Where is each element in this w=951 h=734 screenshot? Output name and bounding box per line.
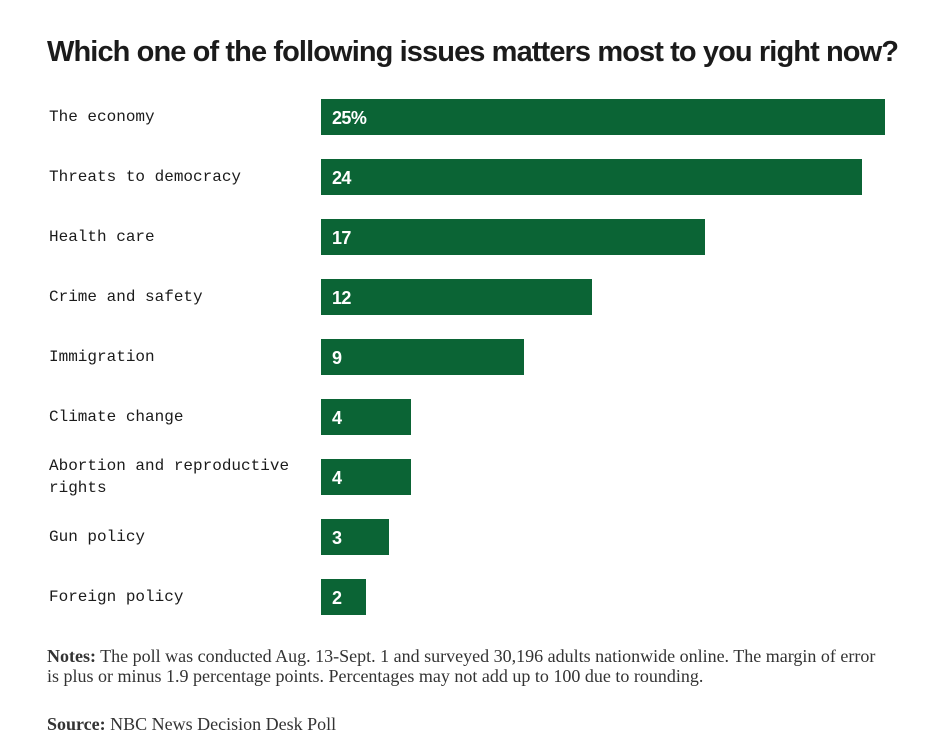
category-label: Threats to democracy (49, 168, 242, 186)
category-label: Gun policy (49, 528, 146, 546)
chart-notes: Notes: The poll was conducted Aug. 13-Se… (47, 646, 877, 686)
bar-value-label: 9 (332, 348, 342, 368)
category-label: The economy (49, 108, 155, 126)
chart-title: Which one of the following issues matter… (47, 36, 899, 68)
bar-value-label: 25% (332, 108, 367, 128)
bar-value-label: 4 (332, 468, 342, 488)
category-label: Climate change (49, 408, 184, 426)
category-label: Foreign policy (49, 588, 184, 606)
category-label: Abortion and reproductive rights (49, 457, 290, 497)
notes-label: Notes: (47, 646, 96, 666)
bar: 2 (321, 579, 366, 615)
bar: 4 (321, 399, 411, 435)
category-label: Immigration (49, 348, 155, 366)
bar: 17 (321, 219, 705, 255)
bar-value-label: 12 (332, 288, 351, 308)
bar-value-label: 17 (332, 228, 351, 248)
bar: 4 (321, 459, 411, 495)
bar: 12 (321, 279, 592, 315)
category-label: Crime and safety (49, 288, 203, 306)
bar: 25% (321, 99, 885, 135)
category-label: Health care (49, 228, 155, 246)
bar: 3 (321, 519, 389, 555)
source-label: Source: (47, 714, 106, 734)
bar-value-label: 3 (332, 528, 342, 548)
bar-value-label: 4 (332, 408, 342, 428)
bar-value-label: 24 (332, 168, 351, 188)
bar: 9 (321, 339, 524, 375)
notes-text: The poll was conducted Aug. 13-Sept. 1 a… (47, 646, 876, 686)
bar: 24 (321, 159, 862, 195)
bar-value-label: 2 (332, 588, 342, 608)
source-text: NBC News Decision Desk Poll (110, 714, 337, 734)
chart-source: Source: NBC News Decision Desk Poll (47, 714, 877, 734)
